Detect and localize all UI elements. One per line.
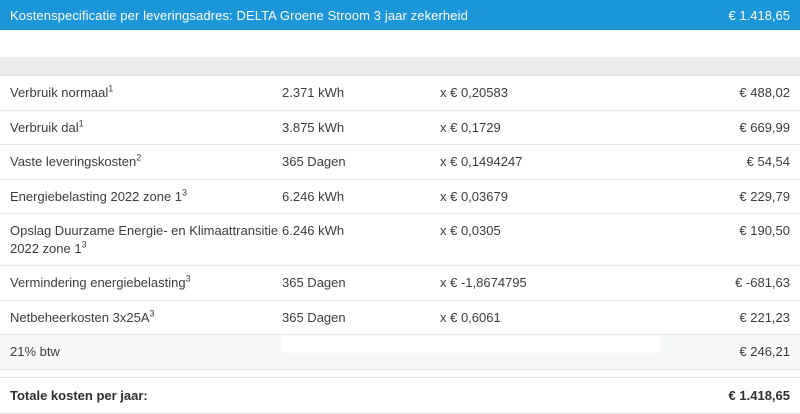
row-rate: x € 0,1494247 — [440, 154, 523, 170]
table-row-verbruik-dal: Verbruik dal1 3.875 kWh x € 0,1729 € 669… — [0, 111, 800, 146]
footnote-ref: 1 — [108, 83, 114, 94]
footnote-ref: 3 — [149, 308, 155, 319]
row-rate — [440, 335, 660, 353]
row-rate: x € 0,1729 — [440, 119, 501, 135]
row-quantity: 3.875 kWh — [282, 119, 345, 135]
row-label: Opslag Duurzame Energie- en Klimaattrans… — [10, 222, 282, 257]
row-label-text: Vaste leveringskosten — [10, 154, 137, 170]
row-label-text: 21% btw — [10, 344, 60, 360]
row-label-text: Energiebelasting 2022 zone 1 — [10, 188, 183, 204]
row-rate: x € -1,8674795 — [440, 275, 527, 291]
row-label-text: Opslag Duurzame Energie- en Klimaattrans… — [10, 223, 279, 256]
total-label: Totale kosten per jaar: — [10, 387, 148, 403]
table-row-vaste-leveringskosten: Vaste leveringskosten2 365 Dagen x € 0,1… — [0, 145, 800, 180]
row-label-text: Verbruik normaal — [10, 85, 109, 100]
row-label: Vermindering energiebelasting3 — [10, 274, 282, 292]
row-label: Verbruik normaal1 — [10, 84, 282, 102]
table-row-btw: 21% btw € 246,21 — [0, 335, 800, 370]
row-label: Verbruik dal1 — [10, 119, 282, 137]
spacer — [0, 30, 800, 57]
panel-total-amount: € 1.418,65 — [728, 7, 790, 23]
row-quantity: 365 Dagen — [282, 309, 346, 325]
row-amount: € 229,79 — [739, 188, 790, 204]
row-amount: € 221,23 — [739, 309, 790, 325]
row-label: 21% btw — [10, 343, 282, 361]
table-header-band — [0, 57, 800, 76]
row-quantity: 6.246 kWh — [282, 188, 345, 204]
total-amount: € 1.418,65 — [728, 387, 790, 403]
row-amount: € 669,99 — [739, 119, 790, 135]
panel-header: Kostenspecificatie per leveringsadres: D… — [0, 0, 800, 30]
row-rate: x € 0,6061 — [440, 309, 501, 325]
table-row-vermindering-energiebelasting: Vermindering energiebelasting3 365 Dagen… — [0, 266, 800, 301]
row-amount: € 246,21 — [739, 344, 790, 360]
footnote-ref: 3 — [182, 187, 188, 198]
footnote-ref: 2 — [136, 152, 142, 163]
row-amount: € 190,50 — [739, 223, 790, 239]
footnote-ref: 3 — [185, 273, 191, 284]
row-label-text: Vermindering energiebelasting — [10, 275, 186, 291]
row-label: Energiebelasting 2022 zone 13 — [10, 188, 282, 206]
table-row-netbeheerkosten: Netbeheerkosten 3x25A3 365 Dagen x € 0,6… — [0, 301, 800, 336]
row-quantity: 6.246 kWh — [282, 223, 345, 239]
row-quantity — [282, 335, 440, 353]
row-rate: x € 0,20583 — [440, 85, 508, 100]
footnote-ref: 3 — [81, 239, 87, 250]
panel-title: Kostenspecificatie per leveringsadres: D… — [10, 7, 468, 23]
table-row-opslag-duurzame-energie: Opslag Duurzame Energie- en Klimaattrans… — [0, 214, 800, 267]
row-label-text: Netbeheerkosten 3x25A — [10, 309, 150, 325]
footnote-ref: 1 — [78, 118, 84, 129]
row-quantity: 365 Dagen — [282, 275, 346, 291]
row-amount: € 488,02 — [739, 85, 790, 100]
row-quantity: 365 Dagen — [282, 154, 346, 170]
table-row-verbruik-normaal: Verbruik normaal1 2.371 kWh x € 0,20583 … — [0, 76, 800, 111]
table-footer-total: Totale kosten per jaar: € 1.418,65 — [0, 376, 800, 414]
table-row-energiebelasting: Energiebelasting 2022 zone 13 6.246 kWh … — [0, 180, 800, 215]
row-label-text: Verbruik dal — [10, 119, 79, 135]
row-rate: x € 0,0305 — [440, 223, 501, 239]
row-amount: € 54,54 — [746, 154, 790, 170]
row-rate: x € 0,03679 — [440, 188, 508, 204]
row-label: Netbeheerkosten 3x25A3 — [10, 309, 282, 327]
row-label: Vaste leveringskosten2 — [10, 153, 282, 171]
row-quantity: 2.371 kWh — [282, 85, 345, 100]
row-amount: € -681,63 — [735, 275, 790, 291]
